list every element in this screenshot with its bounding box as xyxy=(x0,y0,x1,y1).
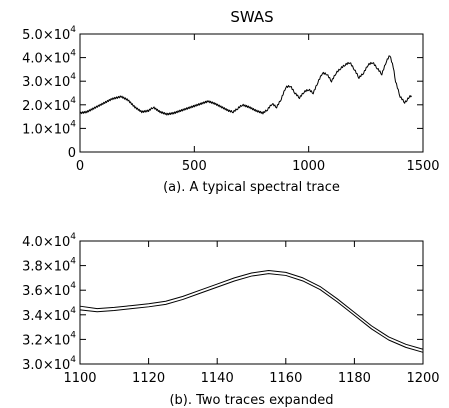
y-tick-label-a: 2.0×104 xyxy=(22,96,76,114)
y-tick-label-a: 5.0×104 xyxy=(22,25,76,43)
ticks-b: 1100 1120 1140 1160 1180 1200 3.0×104 3.2×104 3.… xyxy=(22,232,439,386)
x-tick-label-a: 500 xyxy=(182,159,207,174)
series-line-b-2 xyxy=(79,273,424,353)
x-tick-label-b: 1100 xyxy=(63,371,96,386)
chart-title: SWAS xyxy=(230,8,273,26)
x-tick-label-a: 1500 xyxy=(406,159,439,174)
series-line-a-1 xyxy=(79,55,412,116)
series-group-a xyxy=(79,55,412,116)
x-tick-label-b: 1160 xyxy=(269,371,302,386)
caption-a: (a). A typical spectral trace xyxy=(163,180,340,195)
y-tick-label-b: 3.2×104 xyxy=(22,330,76,348)
x-tick-label-b: 1120 xyxy=(132,371,165,386)
panel-a: 0 500 1000 1500 0 1.0×104 2.0×104 3.0×104 4.0×10… xyxy=(22,25,439,195)
y-tick-label-a: 3.0×104 xyxy=(22,72,76,90)
y-tick-label-b: 3.0×104 xyxy=(22,355,76,373)
y-tick-label-b: 3.6×104 xyxy=(22,281,76,299)
y-tick-label-a: 1.0×104 xyxy=(22,119,76,137)
y-tick-label-b: 4.0×104 xyxy=(22,232,76,250)
series-line-b-1 xyxy=(79,270,424,350)
x-tick-label-a: 1000 xyxy=(292,159,325,174)
ticks-a: 0 500 1000 1500 0 1.0×104 2.0×104 3.0×104 4.0×10… xyxy=(22,25,439,174)
caption-b: (b). Two traces expanded xyxy=(169,393,333,408)
x-tick-label-a: 0 xyxy=(76,159,84,174)
y-tick-label-b: 3.4×104 xyxy=(22,306,76,324)
x-tick-label-b: 1180 xyxy=(338,371,371,386)
plot-frame-b xyxy=(79,240,424,365)
x-tick-label-b: 1200 xyxy=(406,371,439,386)
x-tick-label-b: 1140 xyxy=(201,371,234,386)
y-tick-label-a: 0 xyxy=(68,146,76,161)
y-tick-label-a: 4.0×104 xyxy=(22,49,76,67)
series-group-b xyxy=(79,270,424,353)
plot-frame-a xyxy=(79,33,424,153)
y-tick-label-b: 3.8×104 xyxy=(22,257,76,275)
panel-b: 1100 1120 1140 1160 1180 1200 3.0×104 3.2×104 3.… xyxy=(22,232,439,408)
